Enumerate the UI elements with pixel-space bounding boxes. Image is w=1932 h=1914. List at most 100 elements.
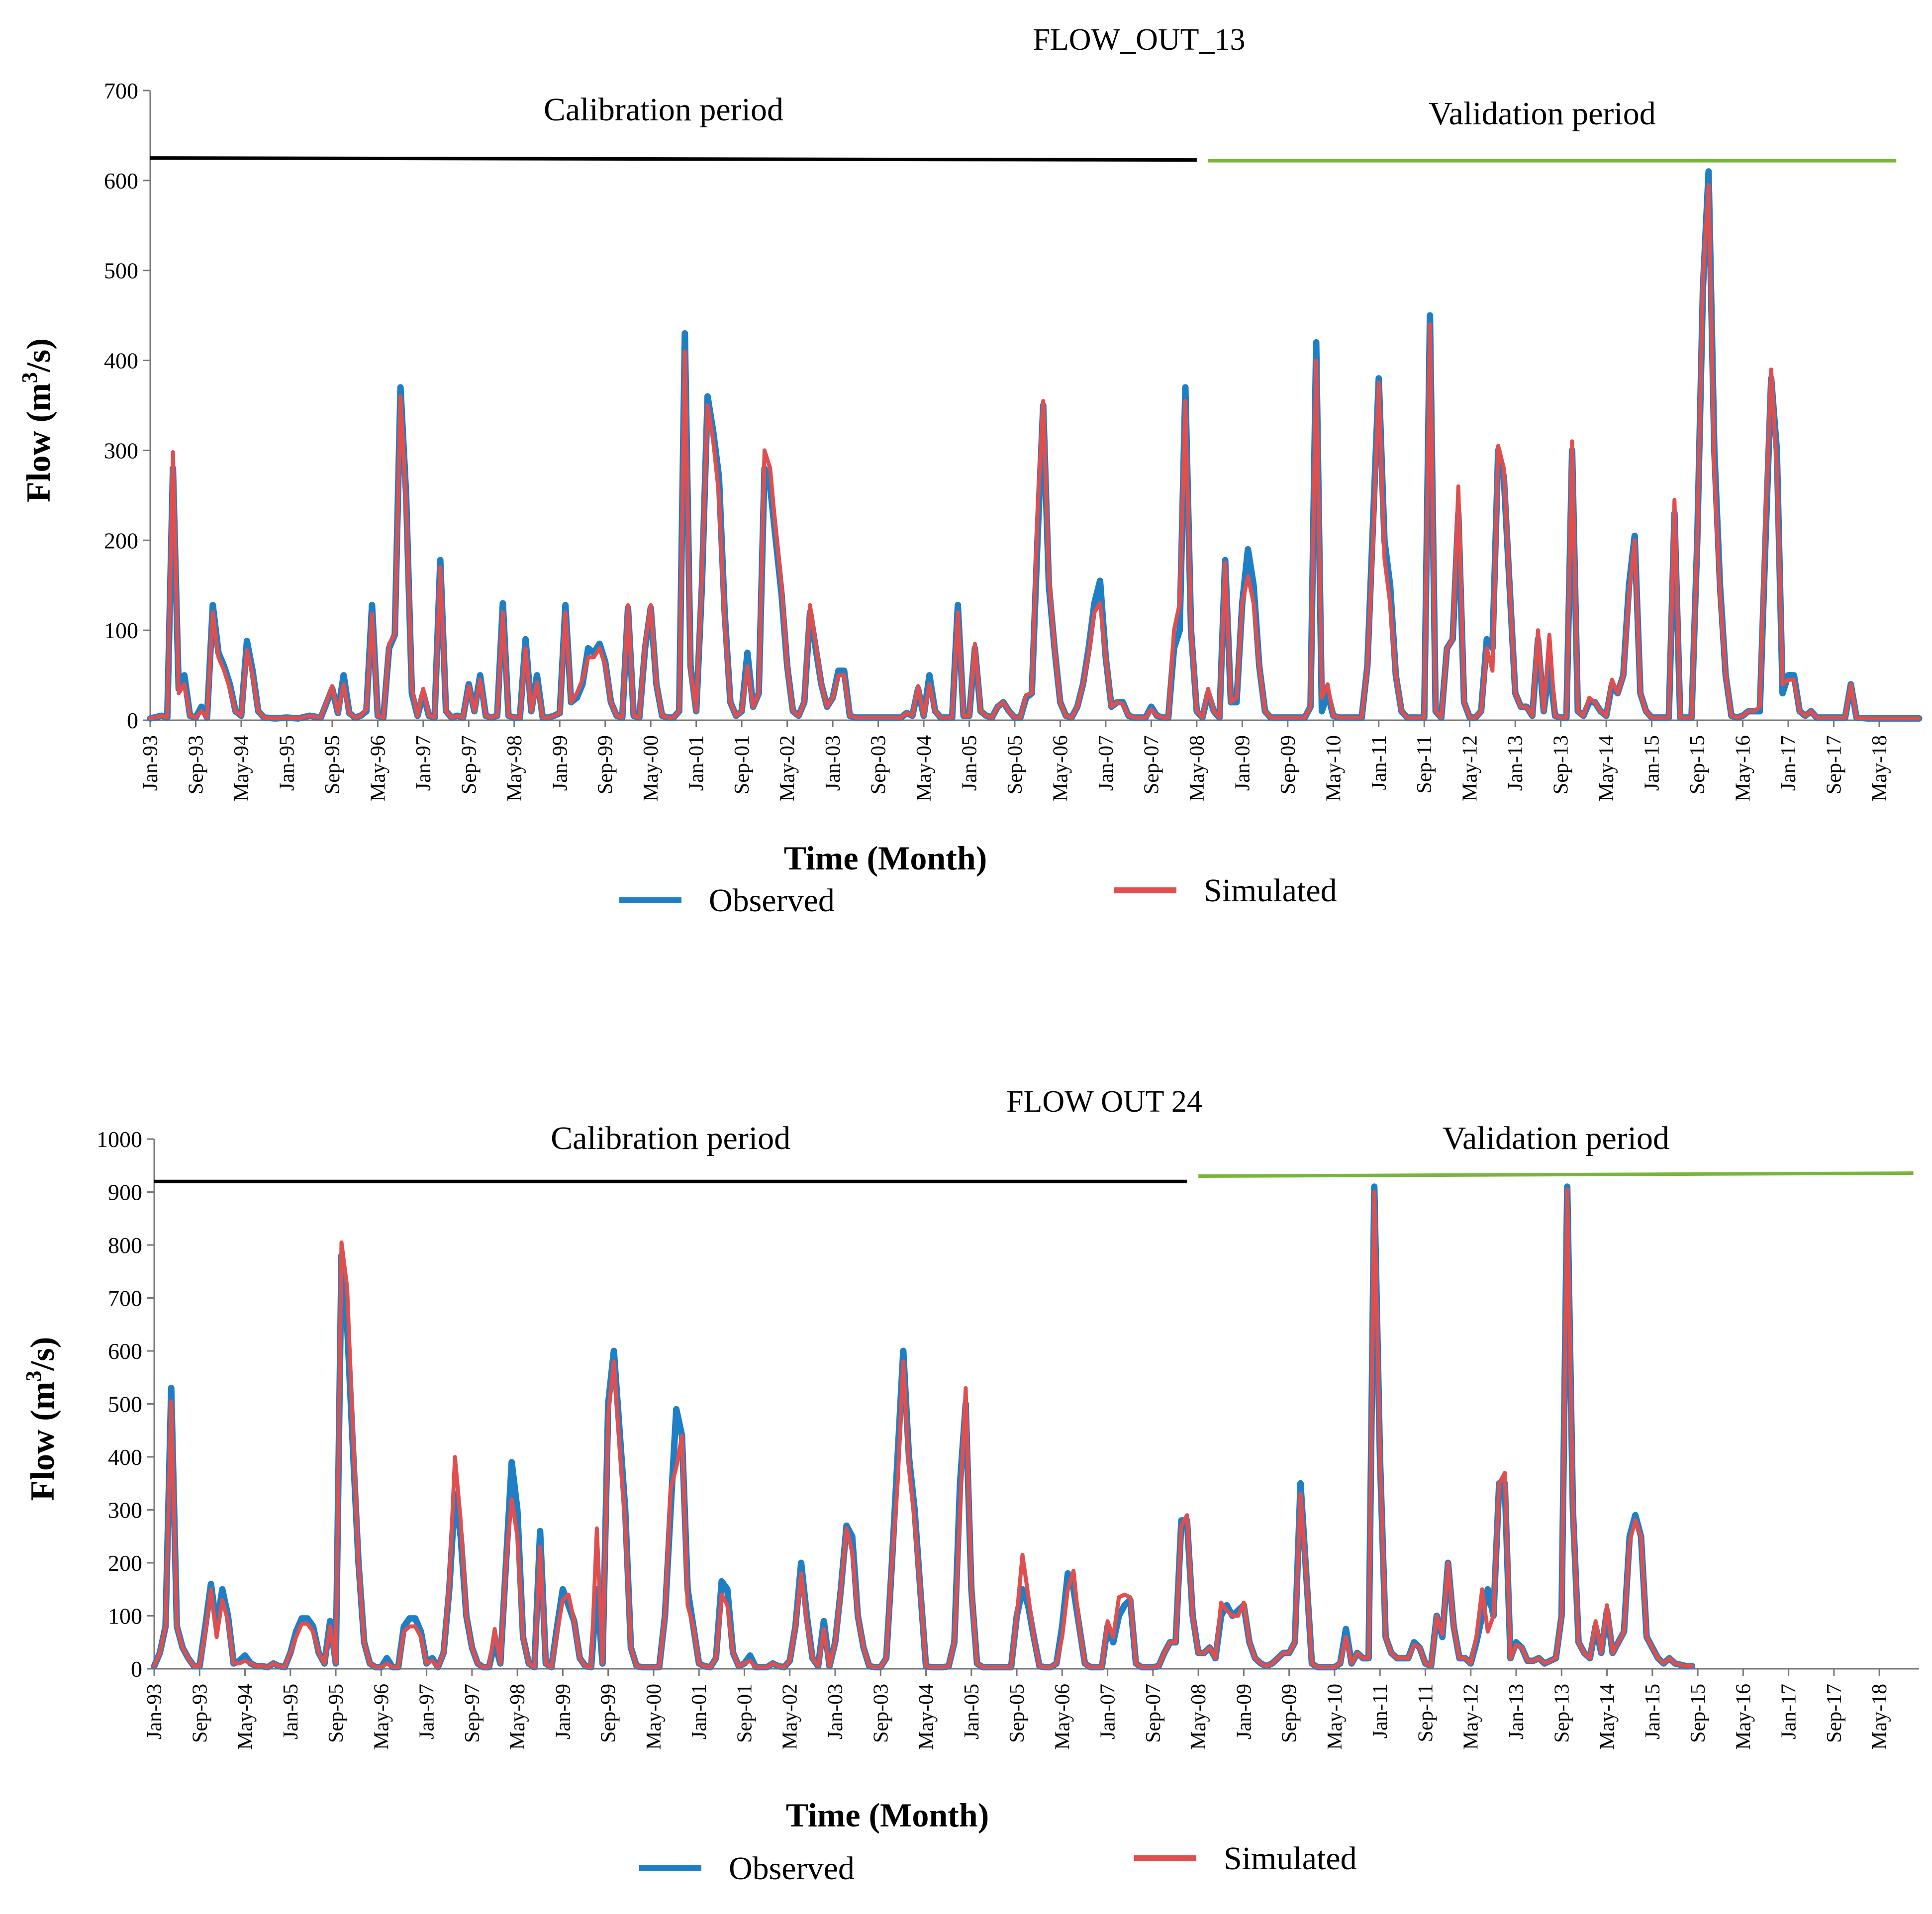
y-tick-label: 300: [108, 1498, 142, 1523]
x-tick-label: May-98: [503, 735, 526, 801]
validation-period-line: [1198, 1171, 1914, 1178]
x-tick-label: Jan-01: [688, 1684, 711, 1739]
x-tick-label: Sep-07: [1140, 735, 1163, 794]
y-tick-label: 100: [104, 618, 138, 643]
x-tick-label: Jan-03: [824, 1684, 847, 1739]
y-tick-label: 400: [108, 1444, 142, 1470]
x-tick-label: Sep-17: [1823, 1684, 1846, 1743]
x-tick-label: Jan-15: [1641, 735, 1664, 791]
x-tick-label: Sep-05: [1006, 1684, 1029, 1743]
x-tick-label: Sep-99: [597, 1684, 620, 1743]
x-axis-title: Time (Month): [786, 1796, 989, 1834]
x-tick-label: Jan-15: [1642, 1684, 1664, 1739]
calibration-period-line: [150, 156, 1197, 162]
x-tick-label: Jan-99: [552, 1684, 575, 1739]
y-axis-title-superscript: 3: [17, 372, 42, 383]
simulated-series-line: [148, 183, 1921, 721]
y-tick-label: 500: [108, 1392, 142, 1417]
y-tick-label: 0: [127, 708, 138, 733]
x-tick-label: Jan-93: [143, 1684, 166, 1739]
legend-observed-label: Observed: [729, 1850, 855, 1887]
x-tick-label: Sep-09: [1277, 735, 1300, 794]
y-tick-label: 1000: [97, 1127, 142, 1152]
chart-flow-out-24: FLOW OUT 24 0 100 200 300 400 500 600 700 800 900 1…: [21, 1085, 1919, 1887]
x-tick-label: Sep-93: [185, 735, 207, 794]
x-tick-label: Sep-01: [731, 735, 754, 794]
y-tick-label: 700: [104, 78, 138, 103]
y-tick-label: 900: [108, 1180, 142, 1205]
x-tick-label: Sep-03: [868, 735, 890, 794]
x-tick-label: Jan-95: [280, 1684, 302, 1739]
x-tick-label: May-02: [779, 1684, 802, 1750]
x-tick-label: May-94: [230, 735, 253, 801]
x-tick-label: May-08: [1186, 735, 1209, 801]
x-tick-label: May-94: [234, 1684, 257, 1750]
x-tick-label: May-98: [506, 1684, 529, 1750]
x-tick-label: Sep-17: [1823, 735, 1845, 794]
x-tick-label: May-04: [913, 735, 936, 801]
x-tick-label: Jan-11: [1368, 735, 1391, 790]
y-tick-label: 500: [104, 258, 138, 284]
y-tick-label: 300: [104, 438, 138, 463]
x-tick-label: Sep-09: [1278, 1684, 1301, 1743]
x-tick-label: May-02: [776, 735, 799, 801]
calibration-period-label: Calibration period: [551, 1120, 790, 1156]
x-tick-label: Sep-15: [1687, 1684, 1710, 1743]
x-tick-label: Sep-11: [1413, 735, 1436, 793]
x-tick-label: Jan-97: [412, 735, 435, 791]
x-tick-label: May-96: [367, 735, 389, 801]
x-tick-label: May-00: [643, 1684, 666, 1750]
x-tick-label: Jan-17: [1778, 1684, 1801, 1739]
chart-title: FLOW_OUT_13: [1033, 23, 1245, 57]
x-tick-label: Sep-13: [1550, 1684, 1573, 1743]
x-tick-label: Jan-99: [549, 735, 572, 791]
x-tick-label: May-10: [1322, 735, 1345, 801]
y-tick-label: 100: [108, 1604, 142, 1629]
x-axis-title: Time (Month): [784, 839, 987, 877]
x-tick-label: Sep-11: [1414, 1684, 1437, 1742]
x-tick-label: Sep-03: [869, 1684, 892, 1743]
y-axis-title-main: Flow (m: [23, 1382, 61, 1501]
x-tick-label: Jan-97: [416, 1684, 439, 1739]
x-tick-label: Sep-97: [458, 735, 481, 794]
x-tick-label: Sep-15: [1686, 735, 1709, 794]
y-tick-label: 600: [104, 168, 138, 193]
x-tick-label: May-18: [1868, 735, 1891, 801]
y-tick-label: 800: [108, 1233, 142, 1258]
calibration-period-label: Calibration period: [544, 92, 783, 128]
x-tick-label: May-06: [1049, 735, 1072, 801]
y-tick-label: 600: [108, 1339, 142, 1364]
x-tick-label: Sep-93: [189, 1684, 211, 1743]
x-tick-label: Sep-05: [1004, 735, 1027, 794]
x-tick-label: Jan-09: [1231, 735, 1254, 791]
x-tick-label: Jan-13: [1504, 735, 1527, 791]
y-tick-label: 200: [108, 1550, 142, 1576]
x-tick-label: May-12: [1459, 735, 1482, 801]
x-tick-label: May-12: [1460, 1684, 1483, 1750]
x-tick-label: Jan-07: [1095, 735, 1118, 791]
validation-period-label: Validation period: [1443, 1120, 1669, 1156]
y-axis-title-main: Flow (m: [19, 383, 57, 502]
legend-simulated-label: Simulated: [1224, 1840, 1357, 1877]
x-tick-label: Sep-95: [321, 735, 344, 794]
y-axis-title: Flow (m3/s): [17, 338, 57, 502]
x-tick-label: Sep-97: [461, 1684, 484, 1743]
chart-flow-out-13: FLOW_OUT_13 0 100 200 300 400 500 600 700 Jan-93 S…: [17, 23, 1923, 919]
x-tick-label: Jan-07: [1097, 1684, 1120, 1739]
x-tick-label: Jan-05: [959, 735, 981, 791]
y-tick-label: 200: [104, 528, 138, 553]
x-tick-label: May-14: [1596, 1684, 1619, 1750]
x-tick-label: May-06: [1051, 1684, 1074, 1750]
x-tick-label: Sep-01: [733, 1684, 756, 1743]
x-tick-label: Sep-07: [1142, 1684, 1165, 1743]
y-tick-label: 0: [131, 1656, 142, 1682]
simulated-series-line: [152, 1187, 1694, 1669]
x-tick-label: Jan-03: [822, 735, 845, 791]
y-axis-title-superscript: 3: [21, 1371, 46, 1382]
x-tick-label: May-00: [640, 735, 663, 801]
x-tick-label: Sep-13: [1550, 735, 1573, 794]
x-tick-label: Jan-93: [139, 735, 162, 791]
x-tick-label: Jan-17: [1777, 735, 1800, 791]
x-tick-label: May-10: [1324, 1684, 1347, 1750]
